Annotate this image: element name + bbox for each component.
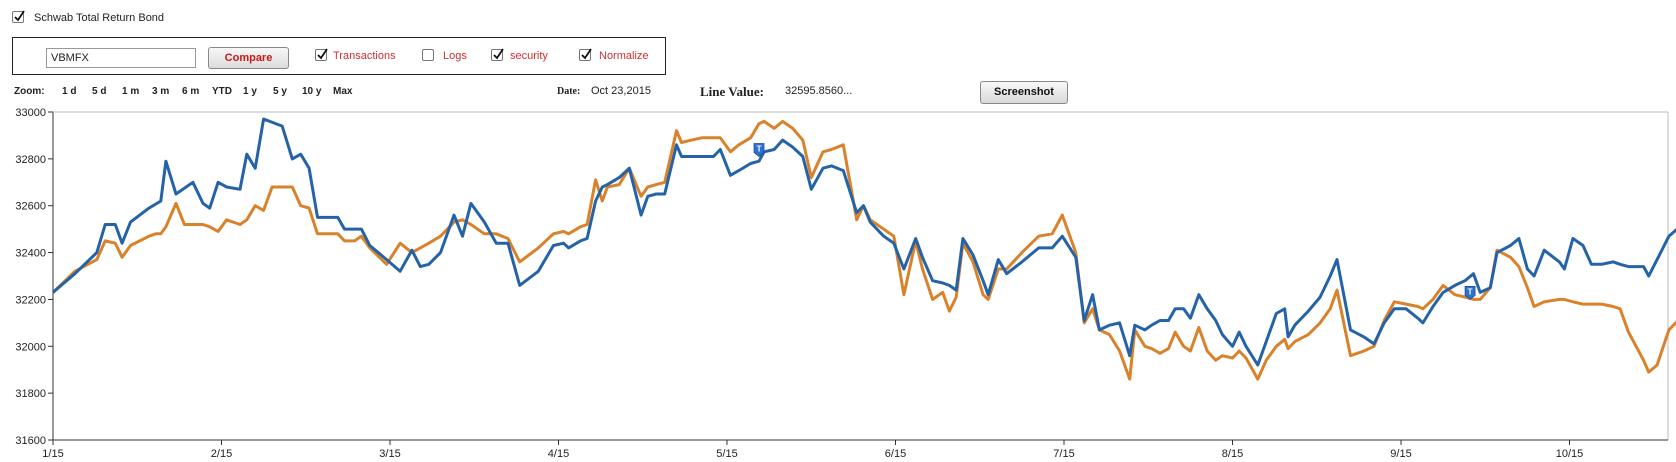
marker-layer: TT bbox=[753, 143, 1476, 300]
orange-series-line bbox=[51, 119, 1676, 381]
transactions-label: Transactions bbox=[333, 50, 396, 62]
normalize-checkbox[interactable] bbox=[579, 48, 592, 61]
y-tick-label: 32000 bbox=[15, 341, 46, 353]
price-chart[interactable]: 33000 32800 32600 32400 32200 32000 31800 31600… bbox=[0, 100, 1676, 462]
x-tick-label: 8/15 bbox=[1222, 448, 1243, 460]
zoom-6m[interactable]: 6 m bbox=[182, 86, 200, 97]
zoom-5y[interactable]: 5 y bbox=[273, 86, 287, 97]
line-value-label: Line Value: bbox=[700, 84, 764, 99]
y-tick-label: 33000 bbox=[15, 107, 46, 119]
date-label: Date: bbox=[557, 86, 581, 97]
y-tick-label: 31800 bbox=[15, 388, 46, 400]
x-tick-label: 3/15 bbox=[379, 448, 400, 460]
transaction-marker-shape bbox=[1464, 286, 1476, 300]
x-axis: 1/15 2/15 3/15 4/15 5/15 6/15 7/15 8/15 9/15 10/1… bbox=[42, 439, 1668, 460]
transactions-checkbox[interactable] bbox=[315, 48, 328, 61]
zoom-max[interactable]: Max bbox=[333, 86, 353, 97]
x-tick-label: 4/15 bbox=[548, 448, 569, 460]
compare-panel: Compare Transactions Logs security Norma… bbox=[12, 37, 666, 75]
zoom-10y[interactable]: 10 y bbox=[302, 86, 322, 97]
x-tick-label: 1/15 bbox=[42, 448, 63, 460]
x-tick-label: 5/15 bbox=[716, 448, 737, 460]
series-layer bbox=[51, 117, 1676, 381]
x-tick-label: 9/15 bbox=[1390, 448, 1411, 460]
y-tick-label: 32800 bbox=[15, 154, 46, 166]
zoom-1m[interactable]: 1 m bbox=[122, 86, 140, 97]
line-value: 32595.8560... bbox=[785, 85, 853, 97]
x-tick-label: 2/15 bbox=[211, 448, 232, 460]
symbol-input[interactable] bbox=[46, 48, 196, 68]
y-tick-label: 32400 bbox=[15, 248, 46, 260]
zoom-5d[interactable]: 5 d bbox=[92, 86, 107, 97]
transaction-marker-label: T bbox=[757, 144, 762, 153]
zoom-1d[interactable]: 1 d bbox=[62, 86, 77, 97]
compare-button[interactable]: Compare bbox=[208, 47, 289, 69]
x-tick-label: 7/15 bbox=[1053, 448, 1074, 460]
transaction-marker-shape bbox=[753, 143, 765, 157]
zoom-3m[interactable]: 3 m bbox=[152, 86, 170, 97]
logs-label: Logs bbox=[443, 50, 467, 62]
transaction-marker[interactable]: T bbox=[1464, 286, 1476, 300]
blue-series-line bbox=[52, 117, 1676, 367]
y-tick-label: 32600 bbox=[15, 201, 46, 213]
normalize-label: Normalize bbox=[599, 50, 649, 62]
date-value: Oct 23,2015 bbox=[591, 85, 651, 97]
y-axis: 33000 32800 32600 32400 32200 32000 31800 31600 bbox=[15, 107, 1669, 447]
y-tick-label: 32200 bbox=[15, 294, 46, 306]
zoom-ytd[interactable]: YTD bbox=[212, 86, 232, 97]
x-tick-label: 10/15 bbox=[1556, 448, 1584, 460]
logs-checkbox[interactable] bbox=[422, 49, 434, 61]
title-checkbox[interactable] bbox=[12, 10, 25, 23]
title-label: Schwab Total Return Bond bbox=[34, 12, 165, 24]
screenshot-button[interactable]: Screenshot bbox=[980, 81, 1068, 104]
x-tick-label: 6/15 bbox=[885, 448, 906, 460]
zoom-1y[interactable]: 1 y bbox=[243, 86, 257, 97]
security-label: security bbox=[510, 50, 548, 62]
zoom-label: Zoom: bbox=[14, 86, 45, 97]
y-tick-label: 31600 bbox=[15, 435, 46, 447]
transaction-marker[interactable]: T bbox=[753, 143, 765, 157]
security-checkbox[interactable] bbox=[491, 48, 504, 61]
transaction-marker-label: T bbox=[1468, 287, 1473, 296]
